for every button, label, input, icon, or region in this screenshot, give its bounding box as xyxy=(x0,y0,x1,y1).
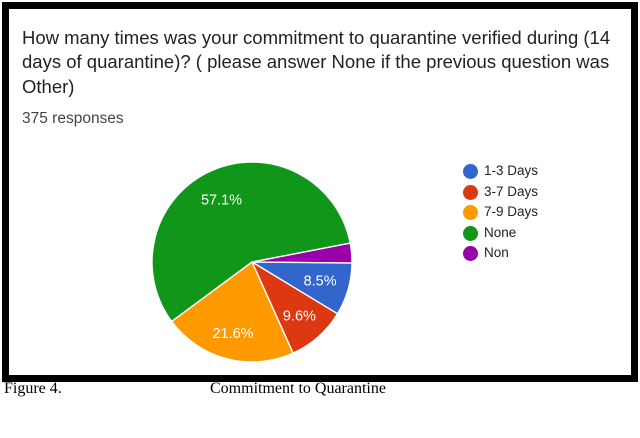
svg-text:57.1%: 57.1% xyxy=(201,192,242,208)
svg-text:21.6%: 21.6% xyxy=(212,326,253,342)
svg-text:9.6%: 9.6% xyxy=(283,309,316,325)
svg-text:8.5%: 8.5% xyxy=(304,274,337,290)
